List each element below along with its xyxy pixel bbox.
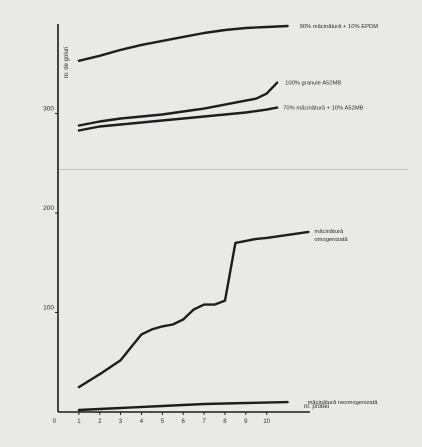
y-tick-label: 300: [43, 106, 54, 113]
series-line-2: [77, 81, 279, 127]
series-label-4a: măcinătură: [314, 229, 343, 235]
x-tick-label: 3: [119, 419, 123, 425]
series-line-5: [77, 400, 289, 412]
y-axis-title: nr. de goluri: [64, 47, 70, 78]
series-label-4b: omogenizată: [314, 237, 348, 243]
x-tick-label: 6: [182, 419, 186, 425]
series-label-5: măcinătură neomogenizată: [308, 400, 379, 406]
series-line-4: [77, 230, 310, 389]
x-axis-title: nr. probei: [304, 404, 329, 410]
x-tick-label: 4: [140, 419, 144, 425]
series-label-1: 90% măcinătură + 10% EPDM: [300, 24, 379, 30]
x-tick-label: 5: [161, 419, 165, 425]
series-line-3: [77, 106, 279, 132]
x-tick-label: 10: [263, 419, 270, 425]
y-tick-label: 100: [43, 305, 54, 312]
series-line-1: [77, 24, 289, 62]
y-tick-label: 200: [43, 205, 54, 212]
x-tick-label: 9: [244, 419, 248, 425]
series-label-3: 70% măcinătură + 10% A52MB: [283, 106, 364, 112]
x-tick-label: 1: [77, 419, 81, 425]
series-label-2: 100% granule A52MB: [285, 81, 341, 87]
x-tick-label: 7: [202, 419, 206, 425]
x-tick-label: 8: [223, 419, 227, 425]
origin-label: 0: [53, 419, 57, 425]
x-tick-label: 2: [98, 419, 102, 425]
